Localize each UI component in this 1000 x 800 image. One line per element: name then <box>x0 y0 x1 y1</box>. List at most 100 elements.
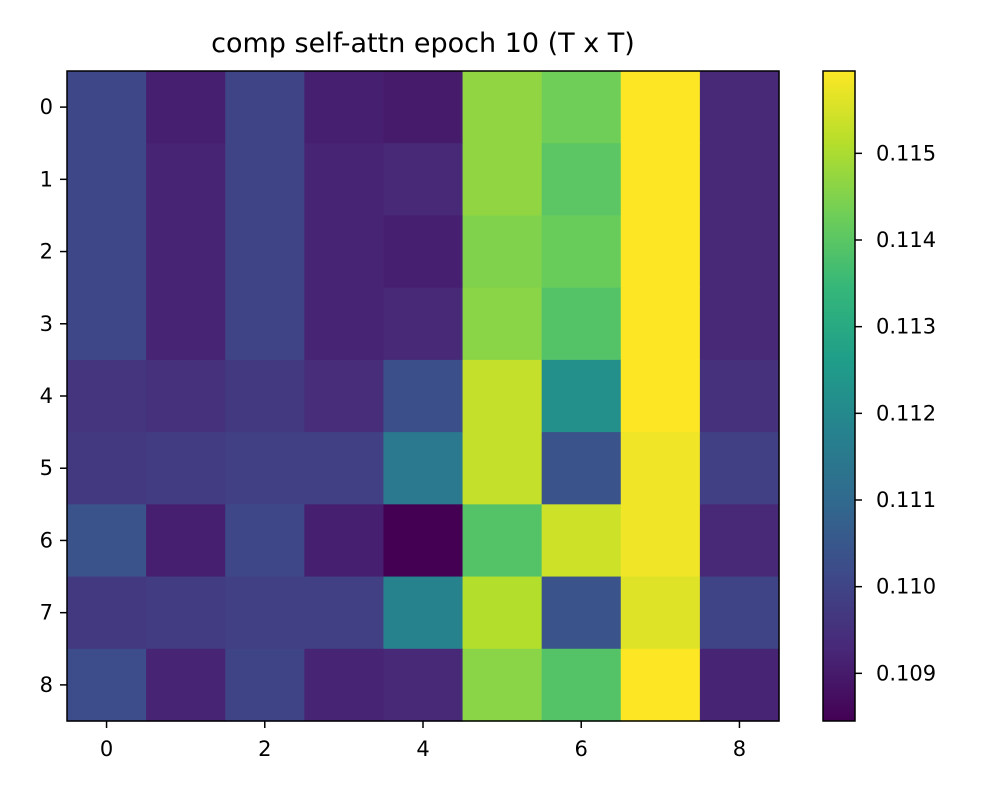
heatmap-cell-r6-c1 <box>146 504 226 578</box>
y-tick-label: 5 <box>40 456 53 480</box>
y-tick-label: 3 <box>40 312 53 336</box>
heatmap-cell-r3-c6 <box>541 287 622 361</box>
y-axis: 0 1 2 3 4 5 6 7 8 <box>40 95 67 697</box>
heatmap-cell-r0-c1 <box>146 71 226 144</box>
heatmap-cell-r8-c2 <box>225 648 305 722</box>
heatmap-cell-r5-c0 <box>67 432 147 505</box>
heatmap-cell-r3-c5 <box>462 287 543 361</box>
heatmap-cell-r0-c6 <box>541 71 622 144</box>
heatmap-cell-r1-c2 <box>225 143 305 217</box>
heatmap-cell-r1-c6 <box>541 143 622 217</box>
heatmap-cell-r7-c5 <box>462 576 543 650</box>
x-axis: 0 2 4 6 8 <box>100 721 746 761</box>
heatmap-cell-r1-c8 <box>699 143 780 217</box>
heatmap-cell-r7-c6 <box>541 576 622 650</box>
heatmap-cell-r6-c0 <box>67 504 147 578</box>
heatmap-cell-r6-c6 <box>541 504 622 578</box>
heatmap-cell-r3-c4 <box>383 287 464 361</box>
colorbar-tick-label: 0.109 <box>876 661 936 685</box>
x-tick-label: 0 <box>100 737 113 761</box>
heatmap-cell-r3-c7 <box>620 287 701 361</box>
heatmap-cell-r3-c8 <box>699 287 780 361</box>
heatmap-cell-r8-c7 <box>620 648 701 722</box>
heatmap-cell-r0-c3 <box>304 71 385 144</box>
heatmap-cell-r4-c5 <box>462 359 543 433</box>
colorbar-tick-label: 0.111 <box>876 488 936 512</box>
colorbar <box>823 71 855 721</box>
heatmap-cell-r1-c5 <box>462 143 543 217</box>
heatmap-cell-r2-c8 <box>699 215 780 289</box>
heatmap-cell-r6-c7 <box>620 504 701 578</box>
y-tick-label: 7 <box>40 601 53 625</box>
y-tick-label: 2 <box>40 240 53 264</box>
heatmap-cell-r2-c0 <box>67 215 147 289</box>
heatmap-cell-r8-c4 <box>383 648 464 722</box>
heatmap-cell-r4-c1 <box>146 359 226 433</box>
heatmap-cell-r7-c2 <box>225 576 305 650</box>
heatmap-cell-r4-c2 <box>225 359 305 433</box>
heatmap-cell-r6-c3 <box>304 504 385 578</box>
heatmap-cell-r0-c2 <box>225 71 305 144</box>
heatmap-cell-r0-c7 <box>620 71 701 144</box>
heatmap-cell-r0-c5 <box>462 71 543 144</box>
heatmap-cell-r7-c1 <box>146 576 226 650</box>
heatmap-cell-r6-c5 <box>462 504 543 578</box>
heatmap-cell-r3-c1 <box>146 287 226 361</box>
heatmap-cell-r2-c2 <box>225 215 305 289</box>
heatmap-cell-r8-c6 <box>541 648 622 722</box>
heatmap-cell-r5-c1 <box>146 432 226 505</box>
heatmap-cell-r7-c3 <box>304 576 385 650</box>
colorbar-axis: 0.109 0.110 0.111 0.112 0.113 0.114 0.115 <box>855 141 936 685</box>
heatmap-cell-r4-c7 <box>620 359 701 433</box>
y-tick-label: 4 <box>40 384 53 408</box>
colorbar-tick-label: 0.113 <box>876 315 936 339</box>
heatmap-cell-r1-c7 <box>620 143 701 217</box>
heatmap-cell-r6-c2 <box>225 504 305 578</box>
colorbar-frame <box>822 70 856 722</box>
heatmap-cell-r1-c1 <box>146 143 226 217</box>
heatmap-cell-r2-c5 <box>462 215 543 289</box>
colorbar-tick-label: 0.112 <box>876 401 936 425</box>
heatmap-cell-r6-c8 <box>699 504 780 578</box>
heatmap-cell-r8-c8 <box>699 648 780 722</box>
heatmap-cells <box>67 71 780 722</box>
heatmap-cell-r0-c8 <box>699 71 780 144</box>
heatmap-cell-r7-c7 <box>620 576 701 650</box>
heatmap-cell-r3-c0 <box>67 287 147 361</box>
heatmap-cell-r2-c6 <box>541 215 622 289</box>
heatmap-cell-r5-c7 <box>620 432 701 505</box>
x-tick-label: 6 <box>575 737 588 761</box>
heatmap-cell-r4-c3 <box>304 359 385 433</box>
y-tick-label: 0 <box>40 95 53 119</box>
heatmap-cell-r2-c1 <box>146 215 226 289</box>
heatmap-cell-r8-c0 <box>67 648 147 722</box>
heatmap-cell-r8-c1 <box>146 648 226 722</box>
heatmap-cell-r1-c4 <box>383 143 464 217</box>
heatmap-cell-r3-c2 <box>225 287 305 361</box>
chart-title: comp self-attn epoch 10 (T x T) <box>211 28 635 59</box>
y-tick-label: 8 <box>40 673 53 697</box>
x-tick-label: 4 <box>416 737 429 761</box>
heatmap-cell-r4-c0 <box>67 359 147 433</box>
y-tick-label: 1 <box>40 167 53 191</box>
heatmap-cell-r8-c3 <box>304 648 385 722</box>
heatmap-cell-r4-c6 <box>541 359 622 433</box>
heatmap-cell-r2-c7 <box>620 215 701 289</box>
heatmap-cell-r5-c6 <box>541 432 622 505</box>
heatmap-cell-r1-c0 <box>67 143 147 217</box>
heatmap-cell-r7-c8 <box>699 576 780 650</box>
heatmap-cell-r7-c0 <box>67 576 147 650</box>
colorbar-tick-label: 0.114 <box>876 228 936 252</box>
heatmap-cell-r5-c4 <box>383 432 464 505</box>
heatmap-cell-r7-c4 <box>383 576 464 650</box>
heatmap-cell-r0-c4 <box>383 71 464 144</box>
heatmap-cell-r0-c0 <box>67 71 147 144</box>
heatmap-cell-r1-c3 <box>304 143 385 217</box>
x-tick-label: 2 <box>258 737 271 761</box>
heatmap-cell-r4-c8 <box>699 359 780 433</box>
heatmap-cell-r5-c5 <box>462 432 543 505</box>
y-tick-label: 6 <box>40 528 53 552</box>
heatmap-cell-r5-c3 <box>304 432 385 505</box>
heatmap-cell-r6-c4 <box>383 504 464 578</box>
